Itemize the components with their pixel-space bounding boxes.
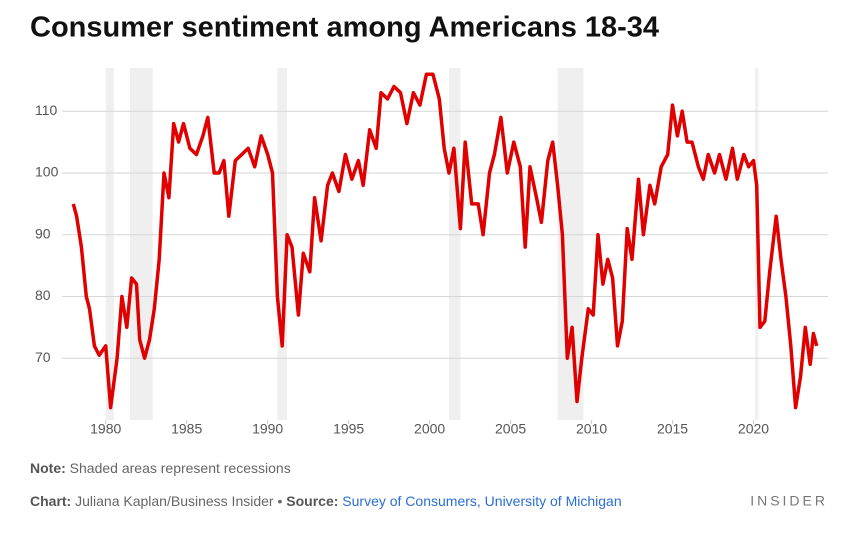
x-tick-label: 1995 bbox=[333, 421, 364, 437]
x-tick-label: 2000 bbox=[414, 421, 445, 437]
recession-band bbox=[449, 68, 461, 420]
note: Note: Shaded areas represent recessions bbox=[30, 460, 291, 476]
x-tick-label: 2015 bbox=[657, 421, 688, 437]
recessions bbox=[105, 68, 759, 420]
lines bbox=[71, 72, 819, 410]
recession-band bbox=[277, 68, 288, 420]
credit: Juliana Kaplan/Business Insider • bbox=[75, 493, 282, 509]
y-tick-label: 70 bbox=[35, 349, 51, 365]
note-text: Shaded areas represent recessions bbox=[70, 460, 291, 476]
y-tick-label: 100 bbox=[35, 164, 59, 180]
x-tick-label: 1980 bbox=[90, 421, 121, 437]
chart-title: Consumer sentiment among Americans 18-34 bbox=[30, 12, 659, 44]
y-tick-label: 90 bbox=[35, 225, 51, 241]
source-label: Source: bbox=[286, 493, 338, 509]
credit-label: Chart: bbox=[30, 493, 71, 509]
note-label: Note: bbox=[30, 460, 66, 476]
x-tick-label: 1990 bbox=[252, 421, 283, 437]
recession-band bbox=[105, 68, 114, 420]
ticks: 70 80 90 100 110 1980 1985 1990 1995 2000 2005 2010… bbox=[35, 102, 769, 437]
grid bbox=[62, 110, 828, 359]
brand: INSIDER bbox=[750, 493, 828, 509]
source-link[interactable]: Survey of Consumers, University of Michi… bbox=[342, 493, 621, 509]
y-tick-label: 110 bbox=[35, 102, 58, 118]
recession-band bbox=[130, 68, 153, 420]
credits: Chart: Juliana Kaplan/Business Insider •… bbox=[30, 493, 622, 509]
x-tick-label: 2020 bbox=[738, 421, 769, 437]
series-line bbox=[71, 72, 819, 410]
y-tick-label: 80 bbox=[35, 287, 51, 303]
x-tick-label: 1985 bbox=[171, 421, 202, 437]
x-tick-label: 2005 bbox=[495, 421, 526, 437]
x-tick-label: 2010 bbox=[576, 421, 607, 437]
